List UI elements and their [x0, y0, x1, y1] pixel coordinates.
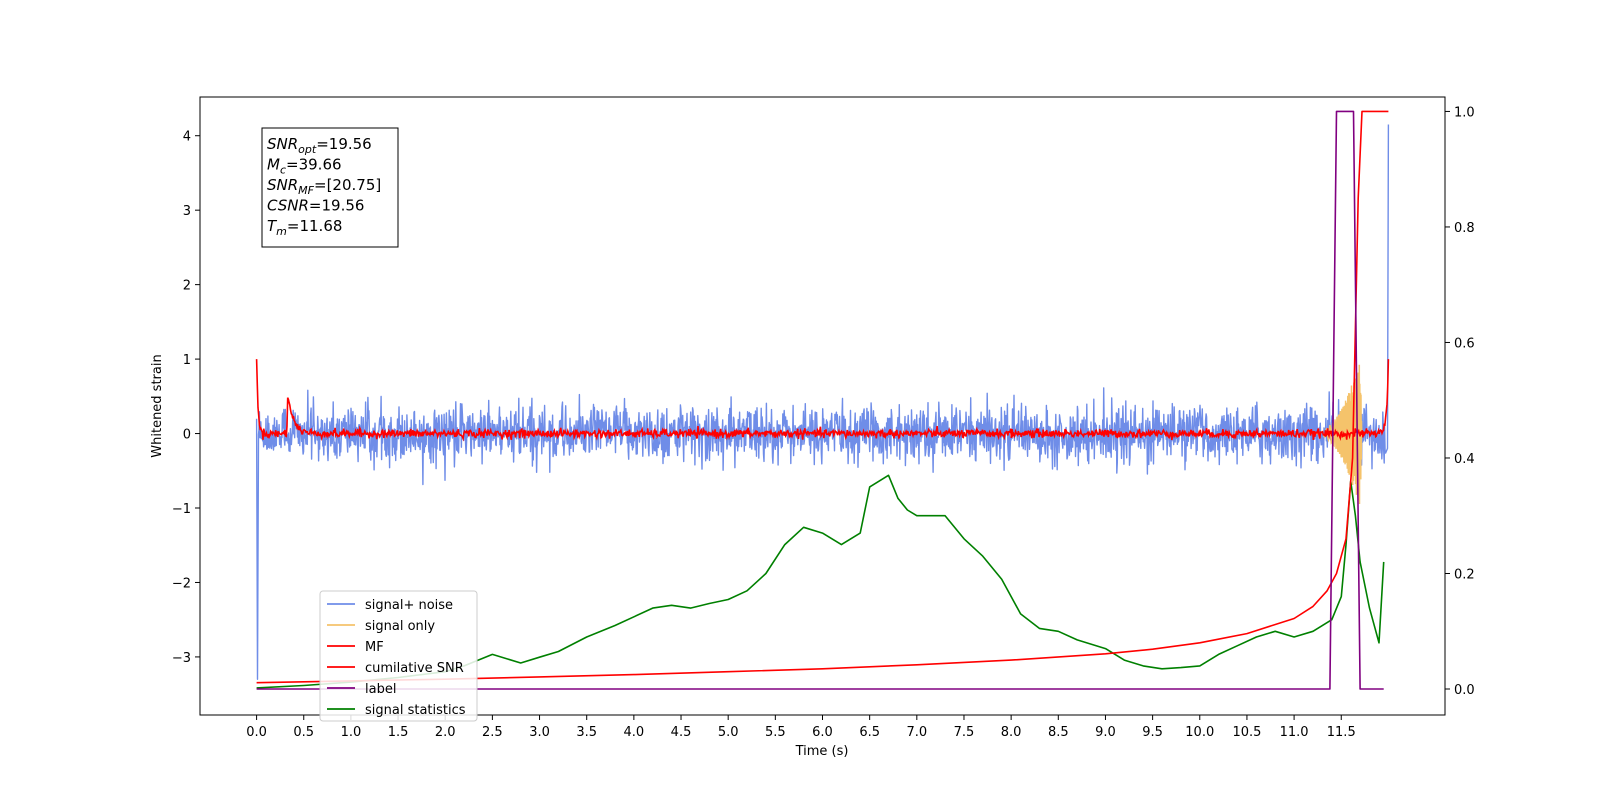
info-line-symbol: SNR: [267, 176, 298, 194]
info-line-subscript: c: [280, 164, 286, 177]
series-line-signal-statistics: [256, 474, 1385, 689]
y-tick-label: −3: [172, 651, 191, 666]
series-layer: [255, 110, 1390, 690]
y-tick-label: 1: [183, 353, 191, 368]
y-tick-label: −2: [172, 576, 191, 591]
x-tick-label: 6.5: [859, 725, 880, 740]
y-tick-label: 3: [183, 204, 191, 219]
y-tick-label: 2: [183, 279, 191, 294]
x-tick-label: 4.0: [624, 725, 645, 740]
info-line-subscript: opt: [298, 143, 317, 156]
x-tick-label: 8.5: [1048, 725, 1069, 740]
info-line-value: =19.56: [309, 197, 365, 215]
y2-tick-label: 0.6: [1454, 336, 1475, 351]
legend: signal+ noise signal only MF cumilative SNR…: [319, 590, 478, 722]
x-tick-label: 0.0: [246, 725, 267, 740]
y2-tick-label: 0.8: [1454, 221, 1475, 236]
legend-label: MF: [365, 640, 384, 655]
legend-frame: [319, 590, 478, 722]
x-tick-label: 0.5: [293, 725, 314, 740]
legend-label: signal statistics: [365, 703, 466, 718]
x-tick-label: 7.0: [906, 725, 927, 740]
x-tick-label: 3.5: [576, 725, 597, 740]
y-axis-label: Whitened strain: [150, 354, 165, 457]
info-line-value: =[20.75]: [314, 176, 381, 194]
legend-label: signal+ noise: [365, 598, 453, 613]
y-tick-label: −1: [172, 502, 191, 517]
info-line: Mc=39.66: [267, 156, 342, 177]
y-axis-ticks: −3 −2 −1 0 1 2 3 4: [172, 130, 200, 666]
info-line: CSNR=19.56: [267, 197, 364, 215]
info-line-subscript: MF: [298, 184, 314, 197]
x-tick-label: 10.5: [1232, 725, 1261, 740]
series-line-signal-noise: [255, 124, 1390, 680]
x-tick-label: 1.0: [341, 725, 362, 740]
y2-tick-label: 0.2: [1454, 567, 1475, 582]
x-tick-label: 2.0: [435, 725, 456, 740]
info-line: SNRopt=19.56: [267, 135, 372, 156]
legend-label: label: [365, 682, 396, 697]
info-line-symbol: M: [267, 156, 280, 174]
x-tick-label: 7.5: [954, 725, 975, 740]
x-tick-label: 6.0: [812, 725, 833, 740]
legend-label: signal only: [365, 619, 435, 634]
series-line-mf: [255, 359, 1390, 442]
x-tick-label: 9.0: [1095, 725, 1116, 740]
y2-axis-ticks: 0.0 0.2 0.4 0.6 0.8 1.0: [1445, 105, 1475, 698]
x-tick-label: 3.0: [529, 725, 550, 740]
series-line-label: [256, 110, 1384, 690]
x-axis-label: Time (s): [795, 744, 849, 759]
x-tick-label: 11.0: [1280, 725, 1309, 740]
x-tick-label: 10.0: [1185, 725, 1214, 740]
x-tick-label: 4.5: [671, 725, 692, 740]
x-tick-label: 5.0: [718, 725, 739, 740]
x-tick-label: 11.5: [1327, 725, 1356, 740]
info-line-value: =19.56: [316, 135, 372, 153]
x-tick-label: 1.5: [388, 725, 409, 740]
x-tick-label: 5.5: [765, 725, 786, 740]
info-line-symbol: SNR: [267, 135, 298, 153]
y-tick-label: 4: [183, 130, 191, 145]
x-axis-ticks: 0.0 0.5 1.0 1.5 2.0 2.5 3.0 3.5 4.0 4.5 5.0 5.5 6.0 6…: [246, 715, 1356, 740]
y2-tick-label: 1.0: [1454, 105, 1475, 120]
info-line-symbol: CSNR: [267, 197, 309, 215]
series-line-cumulative-snr: [256, 110, 1389, 684]
info-box-frame: [261, 127, 399, 248]
info-line-value: =39.66: [286, 156, 342, 174]
info-line-value: =11.68: [287, 217, 343, 235]
info-line: SNRMF=[20.75]: [267, 176, 381, 197]
y2-tick-label: 0.4: [1454, 452, 1475, 467]
x-tick-label: 8.0: [1001, 725, 1022, 740]
info-line-subscript: m: [276, 225, 287, 238]
legend-label: cumilative SNR: [365, 661, 464, 676]
info-line: Tm=11.68: [267, 217, 342, 238]
info-box: SNRopt=19.56Mc=39.66SNRMF=[20.75]CSNR=19…: [261, 127, 399, 248]
y2-tick-label: 0.0: [1454, 683, 1475, 698]
y-tick-label: 0: [183, 428, 191, 443]
x-tick-label: 9.5: [1142, 725, 1163, 740]
info-line-symbol: T: [267, 217, 278, 235]
x-tick-label: 2.5: [482, 725, 503, 740]
